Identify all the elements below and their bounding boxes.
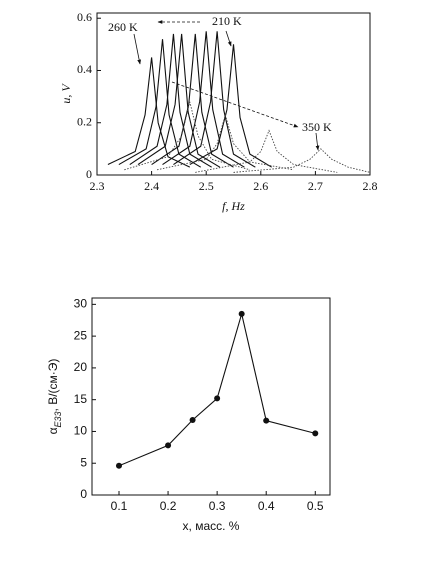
x-tick-label: 2.4 — [144, 179, 159, 193]
y-tick-label: 20 — [74, 360, 88, 374]
series-line — [233, 148, 371, 173]
y-tick-label: 0 — [86, 167, 92, 181]
y-tick-label: 0.2 — [77, 114, 92, 128]
x-tick-label: 0.3 — [209, 499, 226, 513]
x-axis-label: x, масс. % — [183, 519, 240, 533]
series-line — [118, 311, 316, 467]
y-axis-label-part: E33 — [53, 411, 63, 427]
annotation-arrows — [133, 20, 320, 151]
y-axis-label-part: α — [46, 427, 60, 434]
data-point — [165, 442, 172, 449]
data-point — [263, 417, 270, 424]
data-point — [312, 430, 319, 437]
y-axis-label-part: , В/(см·Э) — [46, 359, 60, 412]
y-tick-label: 30 — [74, 297, 88, 311]
arrow — [133, 33, 142, 65]
series-line — [124, 101, 250, 171]
chart: 0.1 0.2 0.3 0.4 0.5 0 5 10 15 20 25 30 x, масс. % αE3… — [46, 297, 331, 533]
x-tick-label: 0.4 — [258, 499, 275, 513]
series-line — [173, 31, 256, 168]
x-tick-label: 0.5 — [307, 499, 324, 513]
arrow — [315, 132, 320, 151]
x-tick-label: 0.2 — [160, 499, 177, 513]
y-tick-label: 0.6 — [77, 10, 92, 24]
x-tick-label: 2.8 — [363, 179, 378, 193]
x-tick-label: 2.3 — [90, 179, 105, 193]
x-tick-label: 2.6 — [253, 179, 268, 193]
y-axis-label: αE33, В/(см·Э) — [46, 359, 63, 435]
annotation: 260 K — [108, 20, 138, 34]
x-tick-label: 0.1 — [111, 499, 128, 513]
plot-frame — [96, 12, 371, 176]
x-axis-label: f, Hz — [222, 199, 245, 213]
y-tick-label: 25 — [74, 328, 88, 342]
y-tick-label: 15 — [74, 392, 88, 406]
x-tick-label: 2.5 — [199, 179, 214, 193]
y-tick-label: 0 — [80, 487, 87, 501]
series-line — [162, 31, 245, 168]
data-point — [115, 462, 122, 469]
plot-frame — [91, 297, 331, 496]
y-tick-label: 0.4 — [77, 62, 92, 76]
series-line — [137, 33, 221, 168]
y-tick-label: 5 — [80, 455, 87, 469]
y-tick-label: 10 — [74, 424, 88, 438]
arrow — [171, 81, 299, 128]
data-point — [238, 310, 245, 317]
x-tick-label: 2.7 — [308, 179, 323, 193]
series-line — [156, 113, 294, 171]
annotation: 350 K — [302, 120, 332, 134]
arrow — [225, 30, 232, 47]
series-line — [151, 33, 234, 168]
series-line — [195, 129, 338, 173]
chart: 2.3 2.4 2.5 2.6 2.7 2.8 0 0.2 0.4 0.6 f, Hz u, V 260… — [59, 10, 378, 213]
data-point — [189, 417, 196, 424]
data-point — [214, 395, 221, 402]
annotation: 210 K — [212, 14, 242, 28]
y-axis-label: u, V — [59, 83, 73, 104]
series-line — [189, 44, 273, 168]
